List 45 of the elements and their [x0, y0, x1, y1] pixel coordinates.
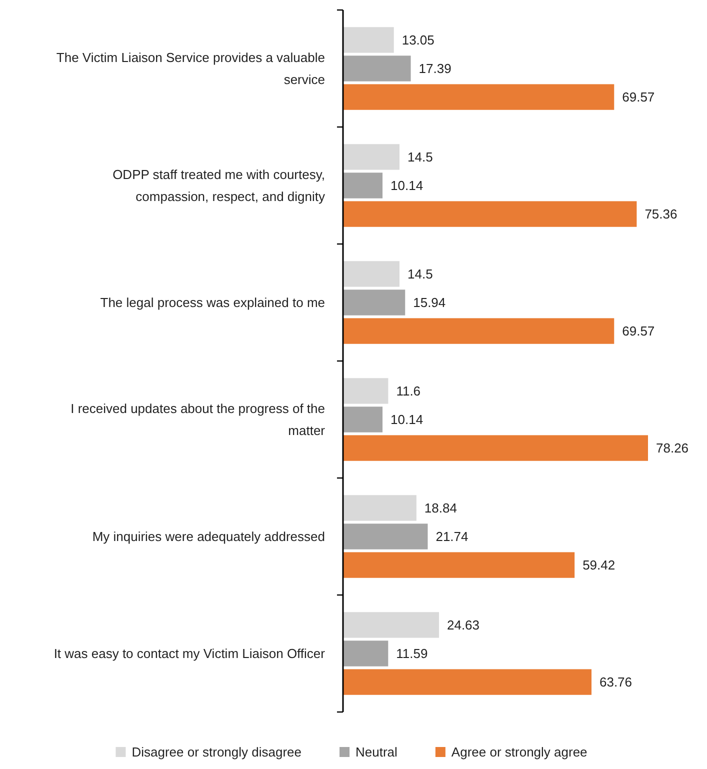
- data-label: 15.94: [413, 295, 446, 310]
- data-label: 18.84: [424, 500, 457, 516]
- data-label: 10.14: [390, 178, 424, 194]
- bar: [343, 406, 383, 432]
- data-label: 59.42: [582, 558, 616, 573]
- data-label: 10.14: [390, 412, 424, 428]
- y-tick-label: My inquiries were adequately addressed: [92, 529, 325, 544]
- y-tick-label: The legal process was explained to me: [100, 295, 325, 310]
- bar: [343, 524, 428, 550]
- data-label: 14.5: [408, 150, 433, 165]
- bar: [343, 318, 614, 344]
- y-tick-label: ODPP staff treated me with courtesy, compassion, respect, and dignity: [112, 167, 326, 204]
- data-label: 11.59: [396, 646, 428, 662]
- bar: [343, 144, 400, 170]
- data-label: 17.39: [418, 61, 452, 76]
- data-label: 78.26: [656, 440, 689, 456]
- bar: [343, 201, 637, 227]
- data-label: 63.76: [599, 674, 632, 690]
- bar: [343, 172, 383, 198]
- y-tick-label: I received updates about the progress of the matter: [70, 401, 326, 438]
- legend-label: Disagree or strongly disagree: [132, 744, 302, 760]
- bar: [343, 435, 648, 461]
- y-tick-label: The Victim Liaison Service provides a valuable service: [56, 50, 325, 88]
- legend-label: Neutral: [356, 744, 398, 760]
- bar: [343, 612, 439, 638]
- data-label: 14.5: [408, 266, 433, 282]
- data-label: 21.74: [436, 529, 468, 544]
- data-label: 24.63: [446, 618, 480, 633]
- data-label: 13.05: [402, 32, 434, 48]
- data-label: 69.57: [622, 324, 655, 339]
- bar: [343, 552, 575, 578]
- bar: [343, 378, 388, 404]
- bar: [343, 261, 400, 287]
- bar: [343, 669, 592, 695]
- bar: [343, 27, 394, 53]
- y-tick-label: It was easy to contact my Victim Liaison Officer: [54, 646, 326, 662]
- bar: [343, 290, 406, 316]
- legend-label: Agree or strongly agree: [451, 744, 588, 760]
- data-label: 75.36: [644, 206, 678, 222]
- bar: [343, 640, 388, 666]
- data-label: 11.6: [396, 384, 421, 399]
- data-label: 69.57: [622, 90, 655, 105]
- bar: [343, 495, 416, 521]
- bar: [343, 56, 411, 82]
- bar: [343, 84, 614, 110]
